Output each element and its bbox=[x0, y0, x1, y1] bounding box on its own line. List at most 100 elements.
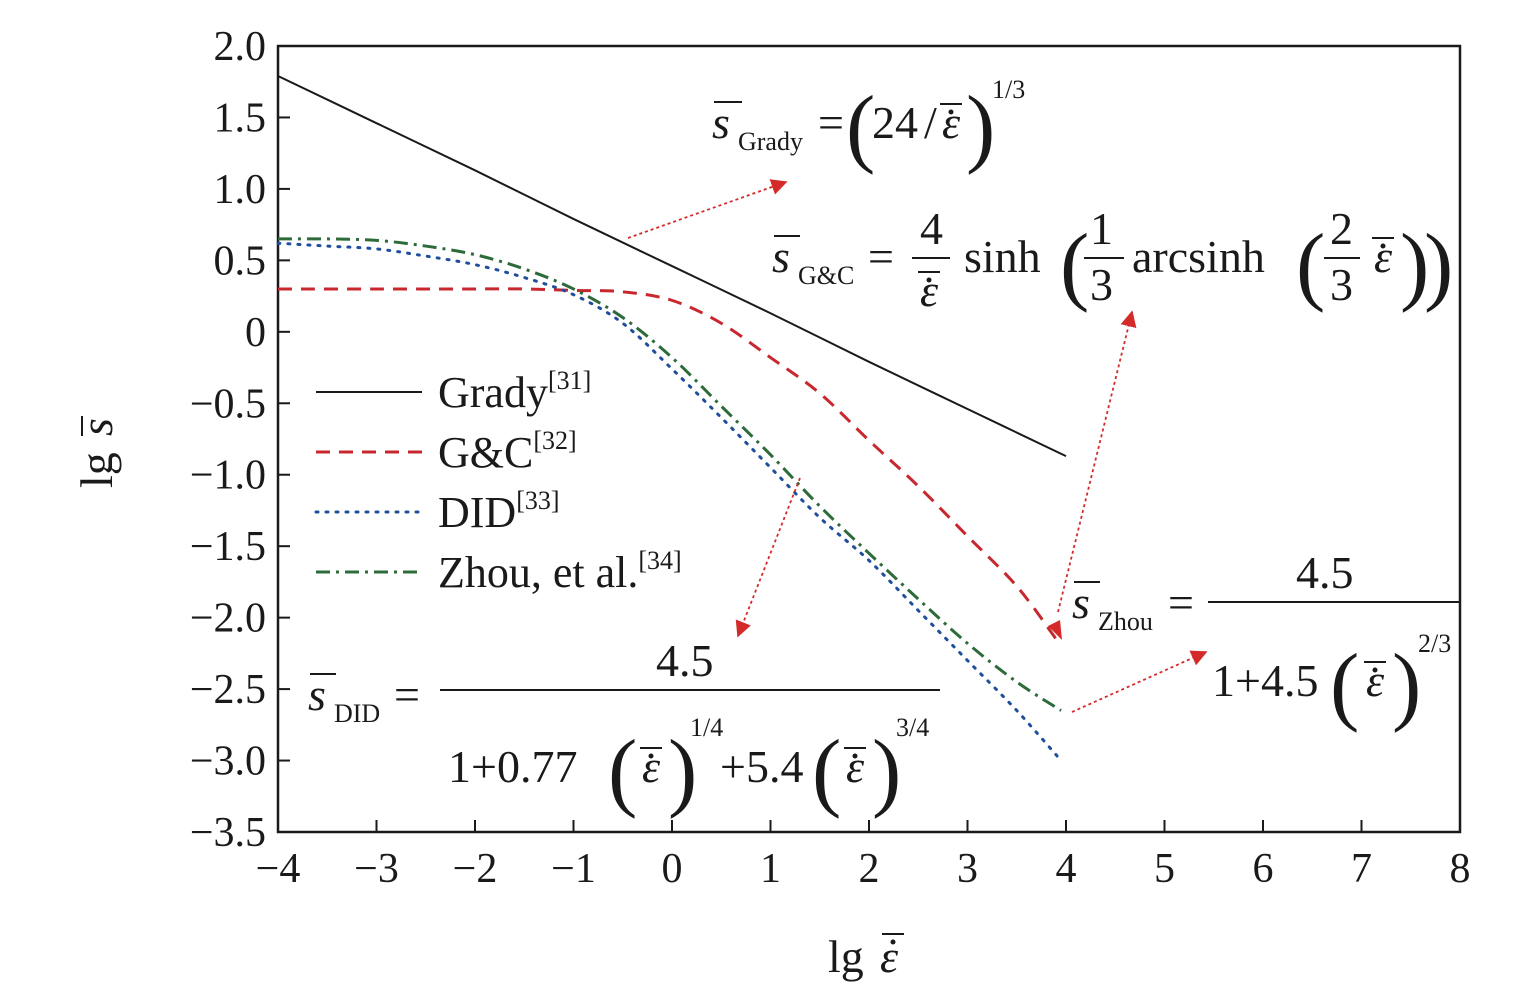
svg-text:ε: ε bbox=[846, 741, 865, 792]
eq-gc-sinh: sinh bbox=[964, 231, 1041, 282]
equation-gc: s G&C = 4 ε sinh ( 1 3 arcsinh ( 2 3 ε )… bbox=[772, 203, 1453, 316]
svg-text:ε: ε bbox=[1366, 655, 1385, 706]
y-tick-label: −1.5 bbox=[190, 524, 266, 570]
arrow-did bbox=[735, 477, 801, 638]
eq-gc-third-den: 3 bbox=[1090, 259, 1113, 310]
x-axis-title: lg ε bbox=[828, 931, 904, 982]
arrow-gc bbox=[1057, 310, 1137, 613]
eq-zhou-sub: Zhou bbox=[1098, 607, 1153, 636]
svg-text:=: = bbox=[868, 231, 894, 282]
x-axis-title-symbol: ε bbox=[880, 931, 899, 982]
eq-did-exp1: 1/4 bbox=[690, 713, 723, 742]
eq-gc-two-num: 2 bbox=[1330, 203, 1353, 254]
y-axis-title-symbol: s bbox=[71, 418, 122, 436]
legend-label-did: DID[33] bbox=[438, 486, 560, 537]
x-tick-label: 1 bbox=[760, 846, 781, 892]
svg-text:(: ( bbox=[608, 723, 637, 820]
eq-zhou-numerator: 4.5 bbox=[1296, 547, 1354, 598]
legend-label-zhou: Zhou, et al.[34] bbox=[438, 546, 682, 597]
eq-gc-sub: G&C bbox=[798, 261, 854, 290]
svg-text:=: = bbox=[818, 97, 844, 148]
svg-text:s: s bbox=[1072, 577, 1090, 628]
eq-grady-number: 24 bbox=[872, 97, 918, 148]
arrow-grady bbox=[627, 179, 788, 239]
svg-text:): ) bbox=[966, 79, 995, 176]
series-line-grady bbox=[277, 75, 1067, 458]
x-tick-label: −2 bbox=[453, 846, 498, 892]
y-axis-title-prefix: lg bbox=[71, 452, 122, 488]
eq-did-exp2: 3/4 bbox=[896, 713, 929, 742]
svg-text:ε: ε bbox=[1374, 231, 1393, 282]
svg-text:(: ( bbox=[812, 723, 841, 820]
y-tick-label: −0.5 bbox=[190, 381, 266, 427]
legend-item-grady: Grady[31] bbox=[316, 366, 591, 417]
svg-text:): ) bbox=[1392, 637, 1421, 734]
svg-text:=: = bbox=[394, 669, 420, 720]
y-tick-label: −2.0 bbox=[190, 596, 266, 642]
x-tick-label: 4 bbox=[1056, 846, 1077, 892]
eq-did-den-term1: 1+0.77 bbox=[448, 741, 577, 792]
axis-ticks: −4 −3 −2 −1 0 1 2 3 4 5 6 7 82.01.51.00.50−0.5−1.0−1… bbox=[190, 24, 1471, 892]
legend-label-gc: G&C[32] bbox=[438, 426, 577, 477]
annotation-arrows bbox=[627, 179, 1208, 713]
svg-text:ε: ε bbox=[642, 741, 661, 792]
svg-text:ε: ε bbox=[920, 265, 939, 316]
series-line-g-c bbox=[277, 287, 1058, 640]
eq-did-den-term2: +5.4 bbox=[720, 741, 803, 792]
legend: Grady[31] G&C[32] DID[33] Zhou, et al.[3… bbox=[314, 366, 682, 597]
x-tick-label: 5 bbox=[1154, 846, 1175, 892]
eq-gc-arcsinh: arcsinh bbox=[1132, 231, 1265, 282]
x-tick-label: 0 bbox=[662, 846, 683, 892]
x-tick-label: 8 bbox=[1450, 846, 1471, 892]
eq-gc-third-num: 1 bbox=[1090, 203, 1113, 254]
eq-grady-sub: Grady bbox=[738, 127, 803, 156]
arrow-zhou bbox=[1071, 650, 1208, 713]
x-axis-title-prefix: lg bbox=[828, 931, 864, 982]
svg-text:): ) bbox=[872, 723, 901, 820]
arrow-tails bbox=[1048, 620, 1062, 640]
x-tick-label: 7 bbox=[1351, 846, 1372, 892]
x-tick-label: 2 bbox=[859, 846, 880, 892]
svg-text:(: ( bbox=[1330, 637, 1359, 734]
equation-zhou: s Zhou = 4.5 1+4.5 ( ε ) 2/3 bbox=[1072, 547, 1460, 734]
legend-item-did: DID[33] bbox=[314, 486, 560, 537]
x-tick-label: 6 bbox=[1253, 846, 1274, 892]
series-line-zhou-et-al bbox=[277, 237, 1062, 712]
svg-text:(: ( bbox=[1296, 217, 1325, 314]
legend-item-zhou: Zhou, et al.[34] bbox=[316, 546, 682, 597]
y-tick-label: −3.0 bbox=[190, 739, 266, 785]
svg-text:s: s bbox=[772, 231, 790, 282]
svg-text:/: / bbox=[924, 97, 937, 148]
y-tick-label: 1.0 bbox=[214, 167, 267, 213]
equation-grady: s Grady = ( 24 / ε ) 1/3 bbox=[712, 75, 1025, 176]
y-tick-label: 0.5 bbox=[214, 238, 267, 284]
y-tick-label: −3.5 bbox=[190, 810, 266, 856]
eq-grady-exponent: 1/3 bbox=[992, 75, 1025, 104]
legend-label-grady: Grady[31] bbox=[438, 366, 591, 417]
x-tick-label: 3 bbox=[957, 846, 978, 892]
eq-zhou-exponent: 2/3 bbox=[1418, 629, 1451, 658]
x-tick-label: −1 bbox=[551, 846, 596, 892]
svg-text:(: ( bbox=[846, 79, 875, 176]
y-axis-title: lg s bbox=[71, 416, 122, 488]
y-tick-label: −2.5 bbox=[190, 667, 266, 713]
svg-text:=: = bbox=[1168, 577, 1194, 628]
y-tick-label: −1.0 bbox=[190, 453, 266, 499]
y-tick-label: 1.5 bbox=[214, 95, 267, 141]
eq-gc-two-den: 3 bbox=[1330, 259, 1353, 310]
legend-item-gc: G&C[32] bbox=[316, 426, 577, 477]
y-tick-label: 2.0 bbox=[214, 24, 267, 70]
x-tick-label: −3 bbox=[354, 846, 399, 892]
eq-did-sub: DID bbox=[334, 699, 380, 728]
series-line-did bbox=[276, 241, 1063, 763]
equation-did: s DID = 4.5 1+0.77 ( ε ) 1/4 +5.4 ( ε ) … bbox=[308, 635, 940, 820]
eq-did-numerator: 4.5 bbox=[656, 635, 714, 686]
series-layer bbox=[276, 75, 1067, 763]
eq-gc-numerator: 4 bbox=[920, 203, 943, 254]
x-tick-label: −4 bbox=[256, 846, 301, 892]
svg-text:s: s bbox=[308, 669, 326, 720]
eq-zhou-den-prefix: 1+4.5 bbox=[1212, 655, 1318, 706]
svg-text:(: ( bbox=[1060, 217, 1089, 314]
y-tick-label: 0 bbox=[245, 310, 266, 356]
